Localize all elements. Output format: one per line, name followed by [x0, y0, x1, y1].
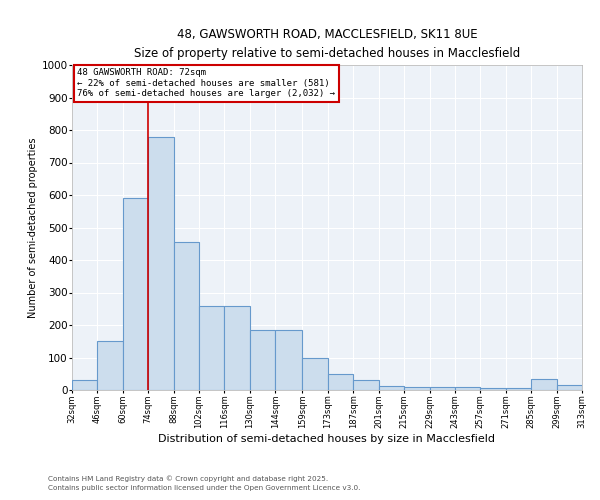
Bar [72, 380, 97, 390]
Bar [430, 387, 455, 390]
Bar [455, 387, 481, 390]
Bar [199, 306, 224, 390]
Text: 48 GAWSWORTH ROAD: 72sqm
← 22% of semi-detached houses are smaller (581)
76% of : 48 GAWSWORTH ROAD: 72sqm ← 22% of semi-d… [77, 68, 335, 98]
Bar [328, 374, 353, 390]
Bar [123, 198, 148, 390]
Bar [481, 388, 506, 390]
Bar [302, 358, 328, 390]
Bar [275, 330, 302, 390]
Bar [97, 341, 123, 390]
Bar [379, 386, 404, 390]
Bar [173, 242, 199, 390]
Y-axis label: Number of semi-detached properties: Number of semi-detached properties [28, 137, 38, 318]
Bar [404, 387, 430, 390]
Bar [557, 385, 582, 390]
Bar [353, 380, 379, 390]
X-axis label: Distribution of semi-detached houses by size in Macclesfield: Distribution of semi-detached houses by … [158, 434, 496, 444]
Bar [250, 330, 275, 390]
Text: Contains HM Land Registry data © Crown copyright and database right 2025.
Contai: Contains HM Land Registry data © Crown c… [48, 476, 361, 491]
Bar [506, 388, 531, 390]
Bar [224, 306, 250, 390]
Title: 48, GAWSWORTH ROAD, MACCLESFIELD, SK11 8UE
Size of property relative to semi-det: 48, GAWSWORTH ROAD, MACCLESFIELD, SK11 8… [134, 28, 520, 60]
Bar [148, 136, 173, 390]
Bar [531, 378, 557, 390]
